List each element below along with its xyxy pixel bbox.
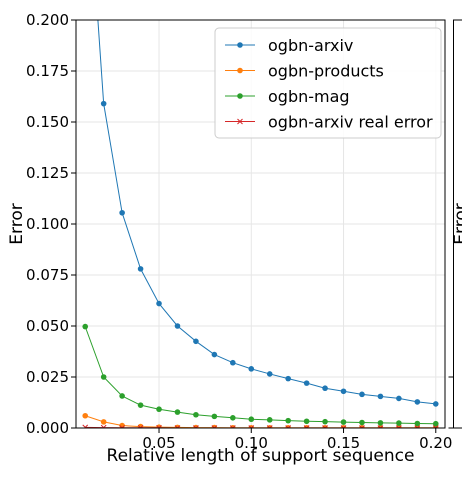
legend-label: ogbn-products	[268, 62, 384, 81]
data-point	[156, 300, 162, 307]
legend-label: ogbn-mag	[268, 87, 350, 106]
legend-label: ogbn-arxiv real error	[268, 113, 433, 132]
data-point	[211, 413, 218, 420]
y-axis-label: Error	[7, 203, 27, 244]
data-point	[82, 424, 89, 428]
data-point	[340, 419, 347, 425]
data-point	[193, 338, 199, 345]
legend-label: ogbn-arxiv	[268, 36, 353, 55]
data-point	[414, 420, 421, 427]
y-tick-label: 0.150	[26, 113, 69, 131]
data-point	[119, 209, 125, 216]
right-plot-frame	[453, 19, 462, 429]
data-point	[285, 375, 291, 382]
data-point	[414, 425, 421, 428]
y-tick-label: 0.175	[26, 62, 69, 80]
y-tick-label: 0.050	[26, 317, 69, 335]
legend-item: ogbn-mag	[225, 87, 350, 106]
data-point	[137, 266, 144, 272]
data-point	[137, 423, 144, 428]
data-point	[396, 425, 402, 428]
data-point	[266, 371, 273, 377]
y-tick-label: 0.025	[26, 368, 69, 386]
data-point	[266, 425, 273, 428]
series-ogbn-mag	[82, 323, 439, 427]
data-point	[414, 399, 421, 405]
data-point	[174, 425, 181, 428]
data-point	[119, 393, 125, 399]
data-point	[248, 366, 255, 372]
legend: ogbn-arxiv ogbn-products ogbn-mag ogbn-arxi…	[214, 27, 442, 139]
data-point	[322, 425, 328, 428]
data-point	[285, 425, 292, 428]
x-tick-label: 0.10	[235, 434, 268, 452]
data-point	[193, 411, 199, 418]
data-point	[377, 425, 384, 428]
y-tick-label: 0.200	[26, 11, 69, 29]
data-point	[100, 100, 107, 107]
data-point	[432, 420, 439, 427]
data-point	[230, 415, 236, 421]
data-point	[211, 351, 218, 358]
data-point	[82, 412, 89, 419]
legend-swatch-marker	[237, 118, 243, 125]
series-line	[84, 326, 436, 425]
data-point	[377, 420, 384, 426]
y-tick-label: 0.000	[26, 419, 69, 437]
data-point	[340, 425, 347, 428]
data-point	[359, 425, 365, 428]
data-point	[82, 323, 89, 330]
data-point	[285, 417, 291, 424]
legend-swatch-marker	[237, 67, 243, 74]
legend-item: ogbn-arxiv real error	[225, 113, 433, 132]
data-point	[303, 425, 310, 428]
y-tick-label: 0.075	[26, 266, 69, 284]
data-point	[211, 425, 218, 428]
series-line	[85, 415, 436, 428]
series-ogbn-arxiv	[97, 20, 439, 407]
x-tick-label: 0.05	[142, 434, 175, 452]
data-point	[137, 402, 144, 408]
data-point	[359, 419, 365, 426]
series-line	[97, 20, 436, 405]
data-point	[248, 425, 255, 428]
data-point	[396, 420, 402, 426]
data-point	[432, 401, 439, 407]
data-point	[303, 418, 310, 425]
data-point	[248, 416, 255, 423]
data-point	[193, 425, 199, 428]
x-tick-label: 0.15	[327, 434, 360, 452]
data-point	[322, 418, 328, 425]
x-axis-label: Relative length of support sequence	[107, 446, 415, 466]
data-point	[100, 419, 107, 425]
y-tick-label: 0.125	[26, 164, 69, 182]
data-point	[303, 380, 310, 386]
data-point	[174, 409, 181, 415]
data-point	[156, 406, 162, 413]
legend-item: ogbn-products	[225, 62, 384, 81]
data-point	[174, 323, 181, 329]
data-point	[322, 385, 328, 392]
legend-box	[214, 27, 442, 139]
y-tick-label: 0.100	[26, 215, 69, 233]
data-point	[100, 374, 107, 380]
legend-swatch-marker	[237, 42, 243, 48]
x-tick-label: 0.20	[419, 434, 452, 452]
data-point	[432, 425, 439, 428]
legend-swatch-marker	[237, 93, 243, 99]
data-point	[230, 359, 236, 366]
data-point	[359, 391, 365, 398]
legend-item: ogbn-arxiv	[225, 36, 353, 55]
data-point	[396, 395, 402, 402]
data-point	[340, 388, 347, 395]
ticks: 0.05 0.10 0.15 0.20 0.000 0.025 0.050 0.075 0.10…	[26, 11, 454, 452]
data-point	[377, 393, 384, 400]
data-point	[229, 425, 236, 428]
cut-off-y-axis-label: Error	[451, 203, 462, 244]
data-point	[266, 417, 273, 423]
